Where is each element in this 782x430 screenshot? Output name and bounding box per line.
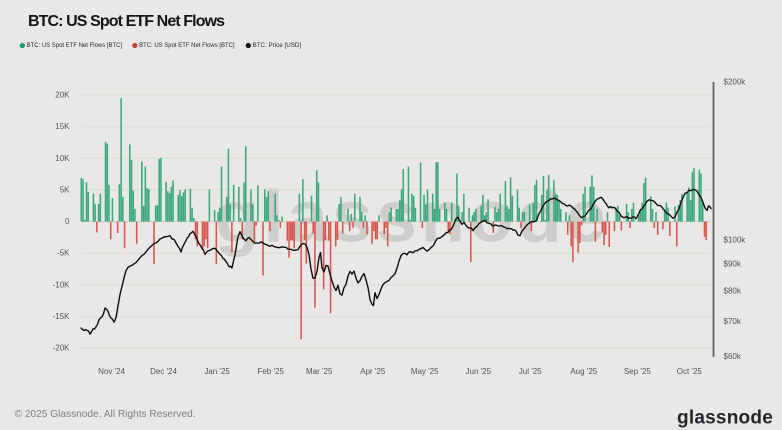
svg-text:Dec '24: Dec '24 [150, 367, 177, 376]
svg-text:Mar '25: Mar '25 [306, 367, 333, 376]
svg-text:Oct '25: Oct '25 [677, 367, 703, 376]
svg-text:$70k: $70k [724, 317, 742, 326]
svg-text:Jul '25: Jul '25 [519, 367, 542, 376]
svg-text:-15K: -15K [53, 312, 71, 321]
svg-text:0: 0 [65, 217, 70, 226]
svg-text:Sep '25: Sep '25 [624, 367, 651, 376]
svg-text:© 2025 Glassnode. All Rights R: © 2025 Glassnode. All Rights Reserved. [15, 408, 196, 420]
svg-text:-10K: -10K [53, 280, 71, 289]
svg-text:BTC: US Spot ETF Net Flows [BT: BTC: US Spot ETF Net Flows [BTC] [27, 42, 123, 49]
svg-text:BTC: Price [USD]: BTC: Price [USD] [253, 42, 302, 49]
svg-text:5K: 5K [60, 185, 70, 194]
svg-text:glassnode: glassnode [677, 407, 773, 429]
svg-text:10K: 10K [55, 154, 70, 163]
svg-text:$100k: $100k [724, 236, 747, 245]
svg-text:Aug '25: Aug '25 [570, 367, 597, 376]
svg-text:-5K: -5K [57, 249, 70, 258]
svg-text:May '25: May '25 [411, 367, 439, 376]
svg-text:Feb '25: Feb '25 [257, 367, 284, 376]
svg-text:$60k: $60k [724, 352, 742, 361]
svg-text:Jun '25: Jun '25 [466, 367, 492, 376]
svg-text:$200k: $200k [724, 78, 747, 87]
svg-text:BTC: US Spot ETF Net Flows: BTC: US Spot ETF Net Flows [28, 13, 225, 30]
svg-text:$80k: $80k [724, 286, 742, 295]
svg-text:BTC: US Spot ETF Net Flows [BT: BTC: US Spot ETF Net Flows [BTC] [139, 42, 235, 49]
svg-text:20K: 20K [55, 91, 70, 100]
svg-text:Jan '25: Jan '25 [204, 367, 230, 376]
svg-text:Apr '25: Apr '25 [360, 367, 386, 376]
svg-text:Nov '24: Nov '24 [98, 367, 125, 376]
svg-text:15K: 15K [55, 122, 70, 131]
svg-text:$90k: $90k [724, 260, 742, 269]
svg-text:-20K: -20K [53, 344, 71, 353]
